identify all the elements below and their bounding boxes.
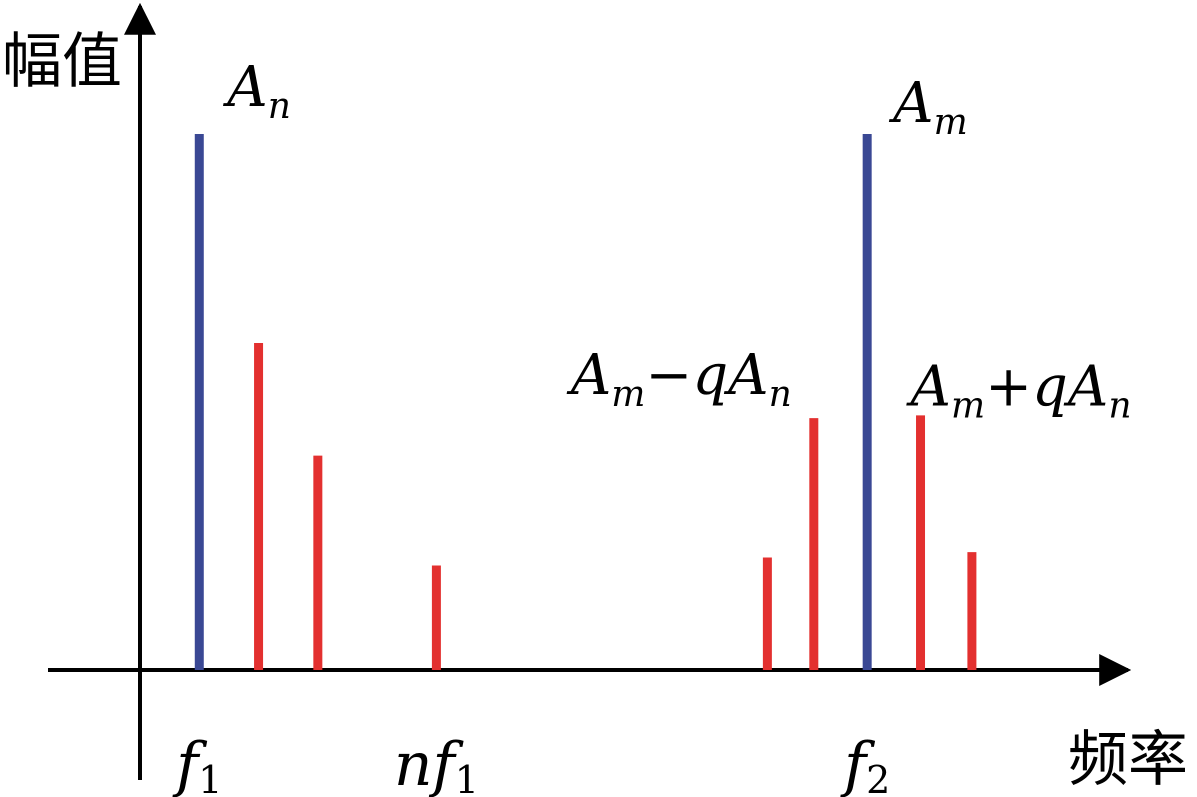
- x-tick-label-f2: f2: [840, 730, 890, 797]
- x-axis-label: 频率: [1068, 725, 1188, 795]
- annotation-side-plus-1: Am+qAn: [906, 354, 1132, 426]
- annotation-fundamental-2: Am: [888, 71, 968, 143]
- annotation-fundamental-1: An: [222, 55, 291, 127]
- y-axis-label: 幅值: [2, 27, 122, 97]
- x-tick-label-f1: f1: [172, 730, 222, 797]
- spectral-lines: [194, 134, 977, 670]
- annotation-side-minus-1: Am−qAn: [566, 343, 792, 415]
- x-tick-label-nf1: nf1: [394, 730, 479, 797]
- x-tick-labels: f1 nf1 f2: [172, 730, 890, 797]
- line-annotations: An Am−qAn Am Am+qAn: [222, 55, 1131, 426]
